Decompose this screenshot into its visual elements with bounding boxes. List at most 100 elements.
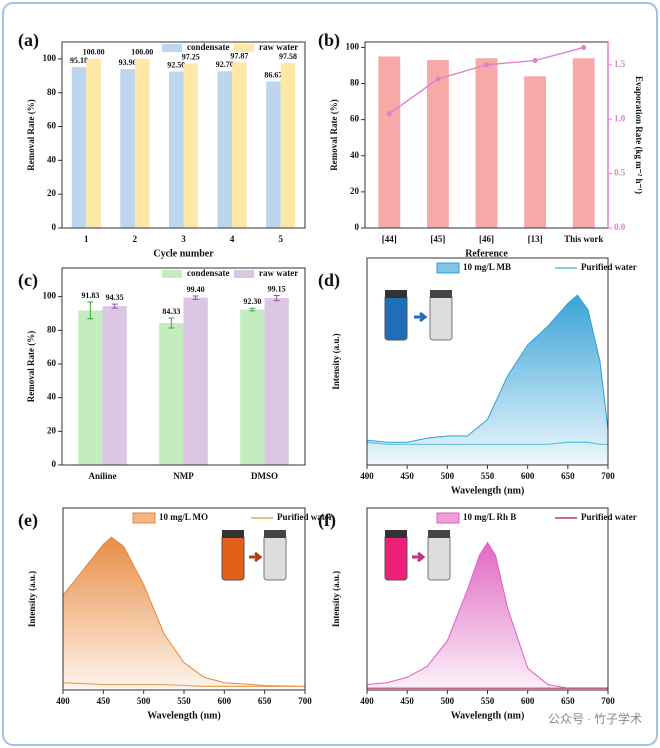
legend-swatch [234, 270, 254, 278]
y-tick-label: 80 [47, 87, 57, 97]
x-tick-label: 400 [56, 696, 70, 706]
legend-swatch [436, 262, 460, 274]
y-tick-label: 40 [350, 150, 360, 160]
legend-label: raw water [259, 42, 298, 52]
plot-frame [62, 507, 306, 691]
legend-label: 10 mg/L MO [159, 512, 208, 522]
x-axis-title: Wavelength (nm) [147, 710, 221, 721]
panel-label: (d) [318, 270, 340, 291]
legend-label: 10 mg/L MB [463, 262, 511, 272]
x-tick-label: 500 [441, 471, 455, 481]
panel-label: (b) [318, 30, 340, 51]
y2-tick-label: 1.0 [614, 113, 626, 123]
x-tick-label: 400 [360, 471, 374, 481]
value-label: 86.67 [264, 70, 282, 79]
value-label: 84.33 [162, 307, 180, 316]
y-tick-label: 20 [47, 425, 57, 435]
legend-label: Purified water [581, 262, 637, 272]
plot-frame [366, 507, 609, 691]
line-point [484, 62, 489, 68]
x-tick-label: [45] [430, 234, 445, 244]
legend-label: Purified water [581, 512, 637, 522]
value-label: 92.50 [167, 60, 185, 69]
bar [183, 63, 199, 229]
value-label: 95.18 [70, 56, 88, 65]
value-label: 99.40 [187, 285, 205, 294]
bar [280, 63, 296, 228]
bar [217, 71, 233, 229]
legend-label: condensate [187, 268, 230, 278]
y-tick-label: 20 [350, 186, 360, 196]
error-bar [249, 307, 256, 312]
bar [168, 71, 184, 228]
legend-swatch [132, 512, 156, 524]
value-label: 97.58 [279, 52, 297, 61]
x-tick-label: 450 [97, 696, 111, 706]
y-tick-label: 80 [350, 78, 360, 88]
y2-tick-label: 0.0 [614, 222, 626, 232]
x-tick-label: 700 [298, 696, 312, 706]
vials-f [384, 530, 451, 581]
vials-d [384, 290, 453, 341]
y-tick-label: 20 [47, 188, 57, 198]
bar [524, 76, 547, 229]
y-tick-label: 100 [43, 53, 57, 63]
x-tick-label: 650 [561, 471, 575, 481]
bar [78, 310, 103, 465]
y-tick-label: 0 [52, 459, 57, 469]
x-axis-title: Wavelength (nm) [451, 485, 525, 496]
panel-label: (f) [318, 510, 336, 531]
y-tick-label: 60 [47, 121, 57, 131]
line [366, 441, 608, 445]
x-tick-label: DMSO [251, 471, 278, 481]
line-point [386, 111, 392, 117]
y2-tick-label: 1.5 [614, 59, 626, 69]
line-point [532, 57, 538, 63]
vials-e [221, 530, 287, 581]
error-bar [168, 317, 175, 329]
value-label: 92.30 [243, 297, 261, 306]
y-axis-title: Intensity (a.u.) [27, 571, 37, 627]
value-label: 99.15 [268, 284, 286, 293]
x-tick-label: 600 [218, 696, 232, 706]
value-label: 97.25 [182, 52, 200, 61]
y-tick-label: 40 [47, 154, 57, 164]
bar [475, 58, 498, 228]
bar [86, 58, 101, 229]
y-axis-title: Intensity (a.u.) [331, 571, 341, 627]
x-tick-label: [44] [382, 234, 397, 244]
bar [102, 306, 127, 465]
value-label: 97.87 [230, 51, 248, 60]
x-axis-title: Reference [465, 248, 508, 259]
legend-label: condensate [187, 42, 230, 52]
error-bar [87, 301, 94, 320]
x-axis-title: Cycle number [153, 248, 214, 259]
legend-label: 10 mg/L Rh B [463, 512, 516, 522]
x-tick-label: 550 [481, 696, 495, 706]
x-tick-label: [13] [528, 234, 543, 244]
panel-label: (a) [18, 30, 39, 51]
y2-tick-label: 0.5 [614, 168, 626, 178]
x-tick-label: 500 [137, 696, 151, 706]
x-tick-label: 4 [230, 234, 235, 244]
bar [266, 81, 281, 228]
plot-frame [366, 257, 609, 466]
y2-axis-title: Evaporation Rate (kg m⁻² h⁻¹) [634, 76, 644, 194]
legend-swatch [436, 512, 460, 524]
value-label: 91.83 [81, 291, 99, 300]
y-axis-title: Removal Rate (%) [26, 99, 36, 170]
value-label: 93.90 [119, 58, 137, 67]
y-tick-label: 0 [52, 222, 57, 232]
plot-frame [61, 267, 306, 466]
x-tick-label: 450 [400, 696, 414, 706]
plot-frame [61, 41, 306, 229]
y-tick-label: 60 [350, 114, 360, 124]
y-axis-title: Removal Rate (%) [26, 331, 36, 402]
x-tick-label: 450 [400, 471, 414, 481]
x-tick-label: 600 [521, 696, 535, 706]
line [62, 682, 305, 687]
bar [232, 62, 247, 228]
watermark: 公众号 · 竹子学术 [548, 711, 642, 726]
y-tick-label: 0 [355, 222, 360, 232]
